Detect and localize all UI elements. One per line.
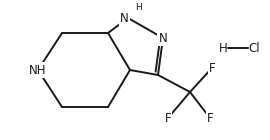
- Text: F: F: [165, 111, 171, 124]
- Text: H: H: [219, 41, 228, 54]
- Text: F: F: [207, 111, 213, 124]
- Text: N: N: [120, 11, 129, 24]
- Text: NH: NH: [29, 64, 47, 76]
- Text: N: N: [158, 32, 167, 45]
- Text: H: H: [135, 3, 142, 12]
- Text: Cl: Cl: [248, 41, 260, 54]
- Text: F: F: [209, 61, 215, 74]
